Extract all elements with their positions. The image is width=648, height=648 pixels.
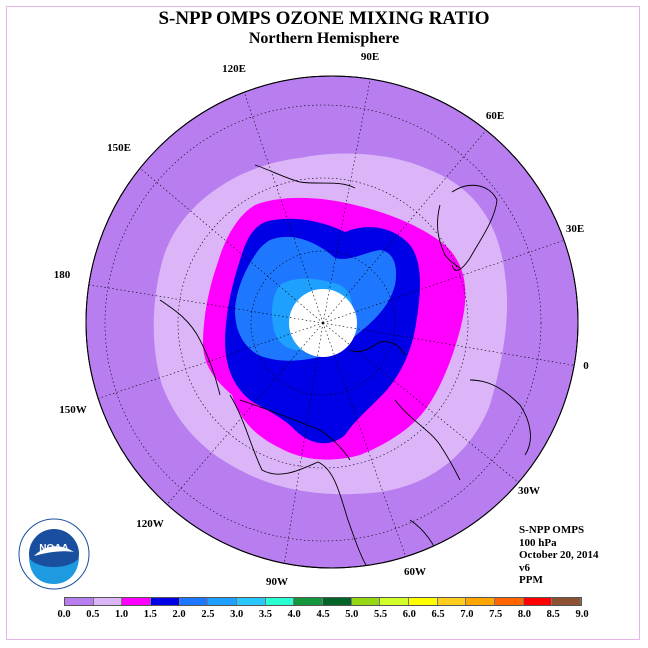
figure-frame bbox=[6, 6, 640, 640]
map-subtitle: Northern Hemisphere bbox=[248, 30, 400, 47]
colorbar-tick-label: 8.0 bbox=[517, 609, 531, 620]
colorbar-segment bbox=[122, 598, 152, 605]
colorbar-tick-label: 1.0 bbox=[114, 609, 129, 620]
longitude-label: 0 bbox=[583, 360, 589, 372]
longitude-label: 180 bbox=[53, 269, 71, 281]
colorbar-segment bbox=[237, 598, 266, 605]
longitude-label: 90E bbox=[360, 51, 380, 63]
colorbar-tick-label: 1.5 bbox=[143, 609, 157, 620]
colorbar-segment bbox=[437, 598, 467, 605]
longitude-label: 60W bbox=[404, 566, 426, 578]
longitude-label: 120E bbox=[222, 63, 246, 75]
colorbar-tick-label: 3.5 bbox=[258, 609, 272, 620]
colorbar-tick-label: 4.0 bbox=[287, 609, 301, 620]
colorbar-segment bbox=[294, 598, 324, 605]
longitude-label: 150E bbox=[107, 142, 131, 154]
colorbar-tick-label: 4.5 bbox=[316, 609, 330, 620]
colorbar-tick-label: 2.0 bbox=[172, 609, 186, 620]
coastlines bbox=[159, 164, 531, 568]
longitude-label: 120W bbox=[136, 518, 164, 530]
colorbar-segment bbox=[495, 598, 524, 605]
colorbar-tick-label: 6.5 bbox=[431, 609, 445, 620]
colorbar-tick-label: 5.0 bbox=[345, 609, 359, 620]
colorbar-tick-label: 0.5 bbox=[86, 609, 100, 620]
longitude-label: 30E bbox=[565, 223, 585, 235]
colorbar-segment bbox=[409, 598, 438, 605]
colorbar-tick-label: 3.0 bbox=[230, 609, 244, 620]
colorbar-segment bbox=[65, 598, 94, 605]
date-label: October 20, 2014 bbox=[519, 549, 599, 561]
colorbar-segment bbox=[179, 598, 209, 605]
meridians bbox=[86, 76, 578, 568]
colorbar-tick-label: 5.5 bbox=[373, 609, 388, 620]
colorbar-segment bbox=[466, 598, 496, 605]
colorbar-tick-label: 0.0 bbox=[57, 609, 71, 620]
longitude-label: 150W bbox=[59, 404, 87, 416]
colorbar-segment bbox=[208, 598, 238, 605]
pressure-level: 100 hPa bbox=[519, 536, 557, 549]
colorbar-segment bbox=[265, 598, 295, 605]
instrument-label: S-NPP OMPS bbox=[519, 524, 585, 536]
units-label: PPM bbox=[519, 574, 543, 586]
colorbar-tick-label: 9.0 bbox=[575, 609, 589, 620]
colorbar-segment bbox=[523, 598, 553, 605]
colorbar-tick-label: 7.0 bbox=[460, 609, 474, 620]
colorbar-tick-label: 7.5 bbox=[489, 609, 503, 620]
colorbar-segment bbox=[351, 598, 381, 605]
colorbar-tick-label: 6.0 bbox=[402, 609, 416, 620]
colorbar-segment bbox=[151, 598, 180, 605]
colorbar-segment bbox=[93, 598, 123, 605]
map-title: S-NPP OMPS OZONE MIXING RATIO bbox=[158, 8, 490, 29]
colorbar-segment bbox=[323, 598, 352, 605]
colorbar-ticks: 0.0 0.5 1.0 1.5 2.0 2.5 3.0 3.5 4.0 4.5 5.0 5.5 6.0 6… bbox=[57, 609, 588, 623]
noaa-logo-icon: NOAA bbox=[18, 518, 90, 590]
colorbar bbox=[64, 597, 582, 606]
info-block: S-NPP OMPS 100 hPa October 20, 2014 v6 P… bbox=[519, 524, 599, 587]
colorbar-tick-label: 2.5 bbox=[201, 609, 215, 620]
parallels bbox=[104, 104, 542, 542]
longitude-label: 60E bbox=[485, 110, 505, 122]
colorbar-tick-label: 8.5 bbox=[546, 609, 560, 620]
colorbar-segment bbox=[552, 598, 582, 605]
longitude-label: 90W bbox=[266, 576, 288, 588]
version-label: v6 bbox=[519, 561, 530, 574]
longitude-label: 30W bbox=[518, 485, 540, 497]
logo-text: NOAA bbox=[39, 543, 68, 554]
colorbar-segment bbox=[380, 598, 410, 605]
